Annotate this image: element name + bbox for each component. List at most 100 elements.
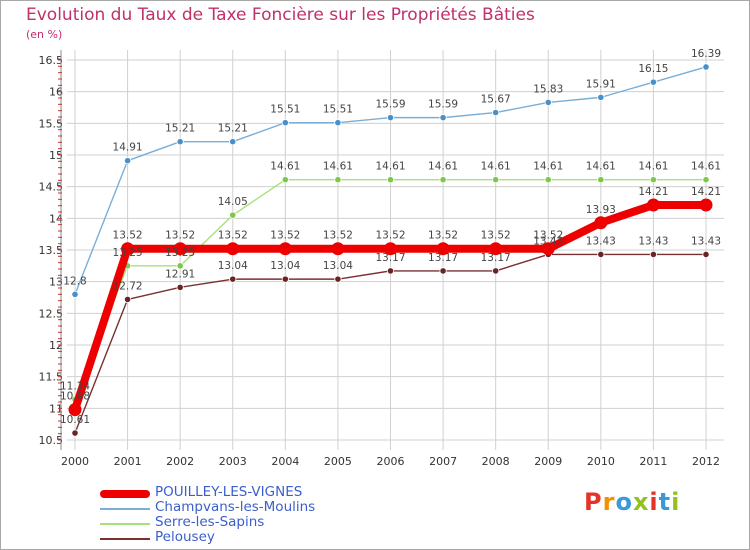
series-group — [68, 63, 713, 437]
data-point — [597, 93, 605, 101]
data-label: 14.21 — [691, 186, 721, 198]
x-tick-label: 2009 — [534, 455, 562, 468]
data-label: 13.52 — [218, 230, 248, 242]
data-label: 13.52 — [533, 230, 563, 242]
data-label: 14.05 — [218, 196, 248, 208]
legend-item: Pelousey — [100, 529, 340, 546]
data-point — [597, 250, 605, 259]
data-point — [331, 242, 345, 256]
data-point — [646, 198, 660, 212]
data-label: 13.93 — [586, 204, 616, 216]
y-tick-label: 14 — [49, 212, 63, 225]
data-label: 14.61 — [691, 161, 721, 173]
data-point — [702, 176, 710, 184]
data-point — [649, 78, 658, 86]
data-label: 13.52 — [481, 230, 511, 242]
data-point — [176, 262, 184, 270]
y-tick-label: 13.5 — [39, 244, 64, 257]
data-point — [541, 242, 555, 256]
proxiti-logo: Proxiti — [584, 488, 681, 516]
y-tick-label: 10.5 — [39, 434, 64, 447]
data-point — [439, 176, 447, 184]
y-tick-label: 12.5 — [39, 307, 64, 320]
data-point — [439, 267, 447, 275]
data-label: 16.39 — [691, 48, 721, 60]
data-point — [71, 290, 79, 298]
data-point — [278, 242, 292, 256]
data-label: 13.52 — [270, 230, 300, 242]
data-point — [492, 267, 500, 275]
data-point — [229, 138, 237, 146]
data-label: 13.25 — [113, 247, 143, 259]
data-point — [176, 138, 184, 146]
y-tick-label: 15.5 — [39, 117, 64, 130]
y-tick-label: 15 — [49, 149, 63, 162]
data-label: 13.04 — [323, 260, 353, 272]
data-label: 15.91 — [586, 78, 616, 90]
data-label: 13.52 — [428, 230, 458, 242]
legend-label: Pelousey — [155, 529, 215, 545]
data-label: 14.61 — [428, 161, 458, 173]
data-point — [281, 275, 289, 283]
legend-label: Serre-les-Sapins — [155, 514, 265, 530]
data-label: 15.67 — [481, 94, 511, 106]
data-point — [123, 157, 132, 165]
legend-swatch — [100, 523, 150, 525]
data-label: 14.61 — [481, 161, 511, 173]
data-label: 12.8 — [63, 275, 86, 287]
legend-label: Champvans-les-Moulins — [155, 499, 316, 515]
x-tick-label: 2011 — [639, 455, 667, 468]
legend-swatch — [100, 538, 150, 540]
data-point — [121, 242, 135, 256]
data-label: 15.51 — [323, 104, 353, 116]
data-point — [334, 119, 342, 127]
data-point — [176, 283, 184, 291]
x-tick-label: 2008 — [482, 455, 510, 468]
axes: 10.5 11 11.5 12 12.5 13 13.5 14 14.5 15 15.5 16 16.5… — [39, 50, 720, 468]
y-tick-label: 12 — [49, 339, 63, 352]
data-label: 13.43 — [691, 235, 721, 247]
data-point — [334, 176, 342, 184]
data-point — [436, 242, 450, 256]
x-tick-label: 2005 — [324, 455, 352, 468]
x-tick-label: 2012 — [692, 455, 720, 468]
data-label: 15.51 — [270, 104, 300, 116]
data-point — [281, 119, 289, 127]
legend-label: POUILLEY-LES-VIGNES — [155, 484, 303, 500]
data-point — [229, 211, 237, 219]
data-point — [597, 176, 605, 184]
y-tick-label: 13 — [49, 276, 63, 289]
data-label: 14.61 — [638, 161, 668, 173]
data-point — [594, 216, 608, 230]
data-label: 13.04 — [218, 260, 248, 272]
data-point — [492, 108, 500, 117]
data-label: 13.17 — [375, 252, 405, 264]
data-point — [68, 403, 82, 417]
data-label: 14.61 — [375, 161, 405, 173]
data-label: 14.61 — [270, 161, 300, 173]
data-label: 13.52 — [113, 230, 143, 242]
x-tick-label: 2006 — [377, 455, 405, 468]
data-label: 12.72 — [113, 280, 143, 292]
data-point — [173, 242, 187, 256]
data-label: 14.61 — [586, 161, 616, 173]
y-tick-label: 11 — [49, 402, 63, 415]
data-label: 12.91 — [165, 268, 195, 280]
data-label: 13.52 — [165, 230, 195, 242]
data-point — [492, 176, 500, 184]
x-tick-label: 2002 — [166, 455, 194, 468]
data-point — [649, 176, 658, 184]
data-label: 13.52 — [375, 230, 405, 242]
data-point — [229, 275, 237, 283]
y-tick-label: 14.5 — [39, 181, 64, 194]
data-point — [386, 176, 395, 184]
x-tick-label: 2003 — [219, 455, 247, 468]
data-point — [71, 429, 79, 437]
data-label: 14.61 — [533, 161, 563, 173]
data-label: 13.52 — [323, 230, 353, 242]
data-label: 15.59 — [428, 99, 458, 111]
data-label: 15.83 — [533, 83, 563, 95]
data-labels: 12.8 14.91 15.21 15.21 15.51 15.51 15.59 15.59 1… — [60, 48, 721, 426]
y-tick-label: 16 — [49, 86, 63, 99]
